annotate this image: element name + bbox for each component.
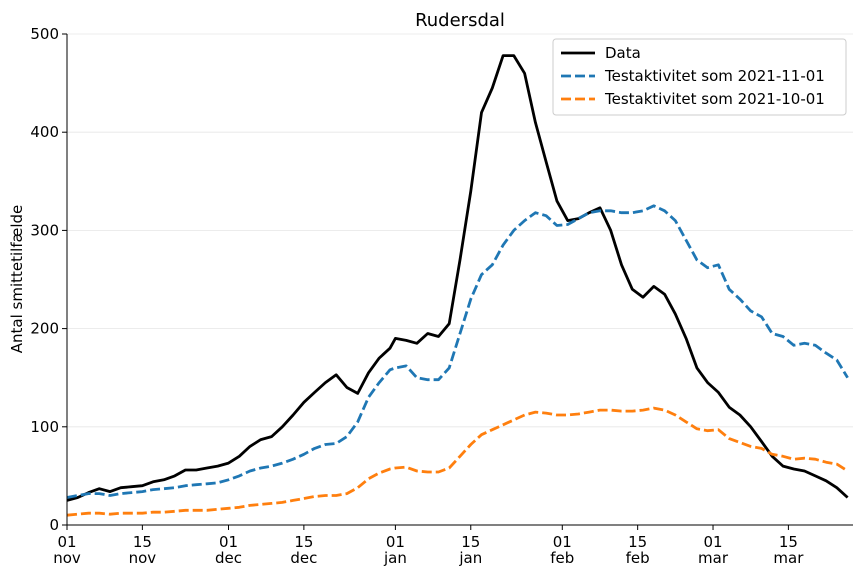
y-tick-label: 100	[30, 418, 59, 436]
x-tick-label-day: 01	[553, 533, 572, 551]
axes	[62, 33, 853, 530]
x-tick-label-day: 15	[133, 533, 152, 551]
legend: Data Testaktivitet som 2021-11-01 Testakti…	[552, 38, 847, 116]
y-axis-label: Antal smittetilfælde	[8, 205, 26, 354]
x-tick-label-month: dec	[215, 549, 242, 567]
legend-label: Testaktivitet som 2021-11-01	[604, 67, 825, 85]
x-tick-label-month: nov	[129, 549, 157, 567]
y-tick-label: 300	[30, 221, 59, 239]
x-tick-label-month: mar	[773, 549, 804, 567]
legend-box	[552, 38, 847, 116]
x-tick-label-day: 01	[386, 533, 405, 551]
legend-label: Testaktivitet som 2021-10-01	[604, 90, 825, 108]
tick-labels: 010020030040050001nov15nov01dec15dec01ja…	[30, 25, 804, 567]
y-tick-label: 200	[30, 320, 59, 338]
y-tick-label: 400	[30, 123, 59, 141]
x-tick-label-day: 01	[57, 533, 76, 551]
x-tick-label-month: mar	[698, 549, 729, 567]
x-tick-label-month: dec	[290, 549, 317, 567]
series-line-2	[66, 204, 849, 499]
x-tick-label-month: feb	[550, 549, 574, 567]
x-tick-label-day: 15	[461, 533, 480, 551]
series-line-1	[66, 54, 849, 502]
x-tick-label-month: jan	[383, 549, 407, 567]
x-tick-label-month: nov	[53, 549, 81, 567]
x-tick-label-month: jan	[458, 549, 482, 567]
legend-label: Data	[605, 44, 641, 62]
chart-title: Rudersdal	[415, 10, 505, 31]
series-line-3	[66, 406, 849, 517]
y-tick-label: 0	[49, 516, 59, 534]
x-tick-label-day: 01	[703, 533, 722, 551]
x-tick-label-day: 15	[779, 533, 798, 551]
grid-lines	[67, 33, 853, 428]
series-lines	[66, 54, 849, 517]
x-tick-label-day: 15	[628, 533, 647, 551]
y-tick-label: 500	[30, 25, 59, 43]
x-tick-label-day: 15	[294, 533, 313, 551]
x-tick-label-month: feb	[626, 549, 650, 567]
x-tick-label-day: 01	[219, 533, 238, 551]
